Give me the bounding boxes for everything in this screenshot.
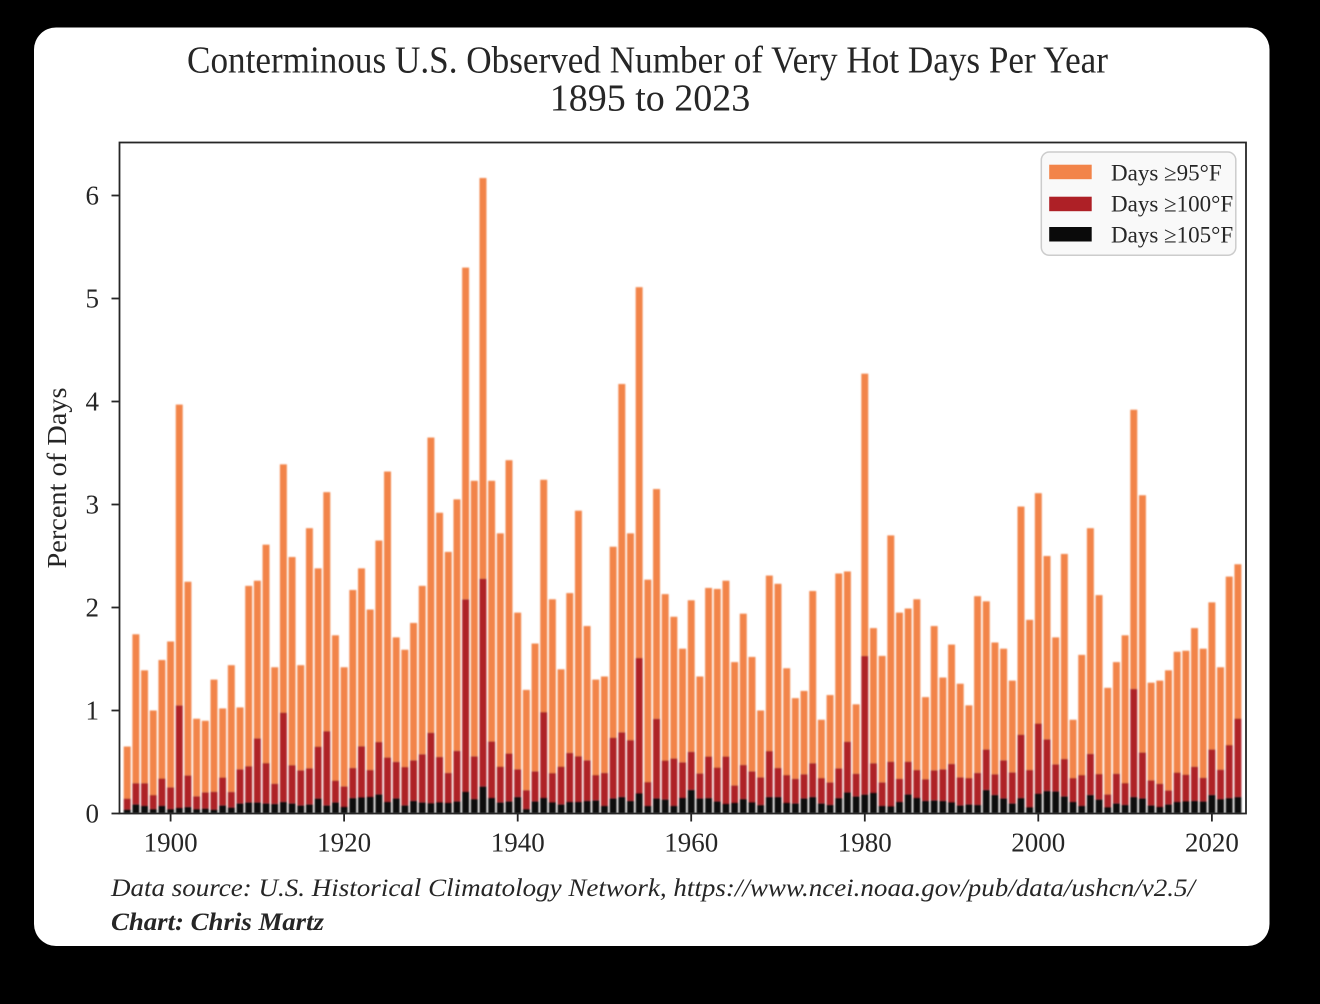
svg-text:2020: 2020 — [1185, 828, 1239, 858]
svg-text:2000: 2000 — [1011, 828, 1065, 858]
svg-text:0: 0 — [86, 799, 100, 829]
svg-text:1940: 1940 — [491, 828, 545, 858]
svg-text:6: 6 — [86, 181, 100, 211]
svg-text:1: 1 — [86, 696, 100, 726]
svg-text:Percent of Days: Percent of Days — [42, 388, 72, 569]
svg-text:1920: 1920 — [317, 828, 371, 858]
svg-text:Days ≥100°F: Days ≥100°F — [1111, 192, 1233, 217]
svg-text:Chart: Chris Martz: Chart: Chris Martz — [111, 909, 324, 936]
svg-text:1960: 1960 — [664, 828, 718, 858]
svg-text:Data source: U.S. Historical C: Data source: U.S. Historical Climatology… — [110, 875, 1197, 902]
svg-text:Conterminous U.S. Observed Num: Conterminous U.S. Observed Number of Ver… — [187, 40, 1108, 82]
svg-text:1895 to 2023: 1895 to 2023 — [550, 78, 751, 120]
svg-text:1980: 1980 — [838, 828, 892, 858]
svg-text:Days ≥95°F: Days ≥95°F — [1111, 160, 1222, 185]
svg-text:2: 2 — [86, 593, 100, 623]
svg-text:1900: 1900 — [144, 828, 198, 858]
svg-text:3: 3 — [86, 490, 100, 520]
svg-text:5: 5 — [86, 284, 100, 314]
svg-text:Days ≥105°F: Days ≥105°F — [1111, 223, 1233, 248]
svg-text:4: 4 — [86, 387, 100, 417]
